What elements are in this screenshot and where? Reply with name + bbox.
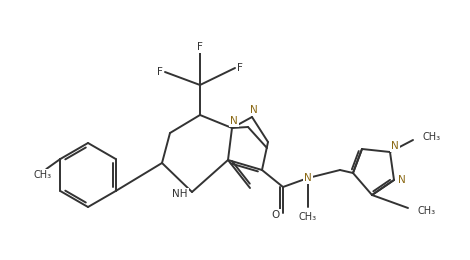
Text: N: N — [398, 175, 406, 185]
Text: CH₃: CH₃ — [418, 206, 436, 216]
Text: O: O — [272, 210, 280, 220]
Text: CH₃: CH₃ — [33, 170, 51, 180]
Text: N: N — [391, 141, 399, 151]
Text: NH: NH — [172, 189, 188, 199]
Text: CH₃: CH₃ — [423, 132, 441, 142]
Text: N: N — [230, 116, 238, 126]
Text: N: N — [250, 105, 258, 115]
Text: CH₃: CH₃ — [299, 212, 317, 222]
Text: F: F — [197, 42, 203, 52]
Text: F: F — [157, 67, 163, 77]
Text: N: N — [304, 173, 312, 183]
Text: F: F — [237, 63, 243, 73]
